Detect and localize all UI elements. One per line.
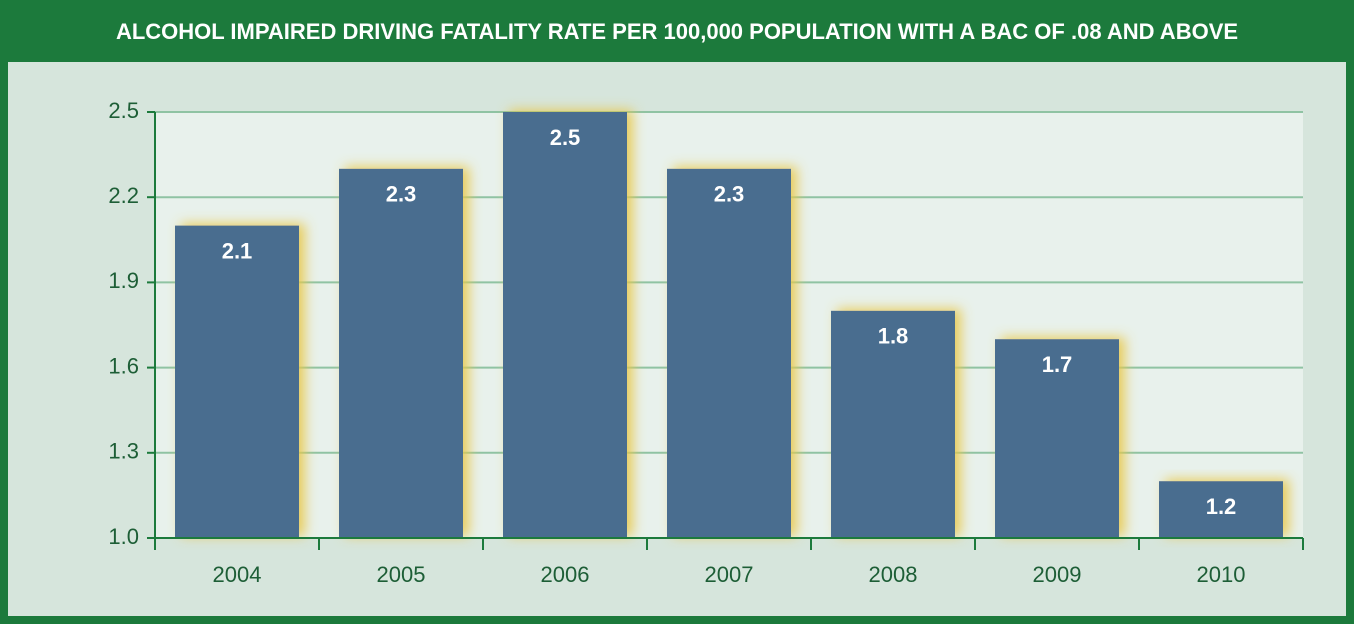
bar (175, 225, 299, 538)
x-tick-label: 2010 (1197, 562, 1246, 587)
x-tick-label: 2006 (541, 562, 590, 587)
x-tick-label: 2008 (869, 562, 918, 587)
value-label: 2.3 (386, 182, 417, 207)
value-label: 1.2 (1206, 494, 1237, 519)
x-tick-label: 2005 (377, 562, 426, 587)
bar (503, 112, 627, 538)
x-tick-label: 2007 (705, 562, 754, 587)
y-tick-label: 1.9 (108, 268, 139, 293)
y-tick-label: 1.3 (108, 439, 139, 464)
x-tick-label: 2009 (1033, 562, 1082, 587)
bar (339, 168, 463, 539)
bar (831, 310, 955, 538)
value-label: 1.7 (1042, 352, 1073, 377)
y-tick-label: 2.5 (108, 98, 139, 123)
value-label: 2.5 (550, 125, 581, 150)
y-tick-label: 2.2 (108, 183, 139, 208)
value-label: 1.8 (878, 324, 909, 349)
value-label: 2.3 (714, 182, 745, 207)
x-tick-label: 2004 (213, 562, 262, 587)
y-tick-label: 1.6 (108, 353, 139, 378)
bar (995, 339, 1119, 538)
value-label: 2.1 (222, 238, 253, 263)
bar (667, 168, 791, 539)
chart-title: ALCOHOL IMPAIRED DRIVING FATALITY RATE P… (116, 19, 1238, 44)
bar (1159, 481, 1283, 538)
y-tick-label: 1.0 (108, 524, 139, 549)
